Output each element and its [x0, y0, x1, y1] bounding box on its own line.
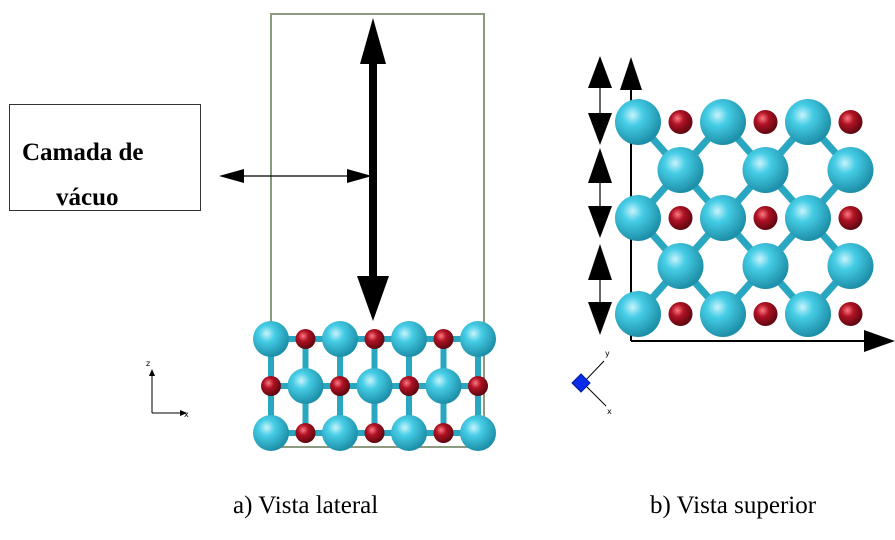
large-atom	[785, 99, 831, 145]
unit-cell-border	[270, 13, 485, 448]
small-atom	[433, 329, 454, 349]
small-atom	[468, 376, 488, 396]
vacuum-layer-label-box: Camada de vácuo	[9, 104, 201, 211]
small-atom	[295, 423, 316, 443]
large-atom	[391, 321, 427, 357]
top-axis-indicator: y x	[571, 349, 612, 416]
large-atom	[460, 321, 496, 357]
large-atom	[657, 147, 704, 193]
small-atom	[838, 110, 863, 134]
small-atom	[399, 376, 419, 396]
large-atom	[615, 291, 661, 337]
vacuum-label-line2: vácuo	[56, 184, 119, 211]
large-atom	[827, 147, 874, 193]
caption-top-view: b) Vista superior	[650, 492, 817, 519]
large-atom	[785, 291, 831, 337]
small-atom	[295, 329, 316, 349]
small-atom	[668, 110, 693, 134]
small-atom	[838, 302, 863, 326]
vacuum-double-arrow	[219, 169, 372, 183]
large-atom	[615, 99, 661, 145]
axis-z-label: z	[146, 359, 150, 368]
small-atom	[261, 376, 281, 396]
axis-x-label-top: x	[607, 407, 612, 416]
axis-y-label: y	[605, 349, 610, 358]
large-atom	[615, 195, 661, 241]
small-atom	[668, 302, 693, 326]
side-view-atoms	[253, 321, 496, 451]
large-atom	[356, 368, 393, 404]
large-atom	[700, 99, 746, 145]
small-atom	[433, 423, 454, 443]
large-atom	[425, 368, 462, 404]
small-atom	[364, 423, 385, 443]
large-atom	[391, 415, 427, 451]
axis-x-label: x	[184, 410, 189, 419]
large-atom	[657, 243, 704, 289]
top-view-atoms	[615, 99, 874, 337]
small-atom	[668, 206, 693, 230]
large-atom	[742, 243, 789, 289]
large-atom	[785, 195, 831, 241]
large-atom	[742, 147, 789, 193]
small-atom	[753, 302, 778, 326]
large-atom	[253, 415, 289, 451]
large-atom	[322, 415, 358, 451]
vacuum-label-line1: Camada de	[22, 139, 144, 166]
small-atom	[330, 376, 350, 396]
large-atom	[253, 321, 289, 357]
small-atom	[364, 329, 385, 349]
large-atom	[460, 415, 496, 451]
small-atom	[838, 206, 863, 230]
large-atom	[700, 195, 746, 241]
side-axis-indicator: z x	[146, 359, 189, 419]
caption-side-view: a) Vista lateral	[233, 492, 379, 519]
large-atom	[322, 321, 358, 357]
large-atom	[827, 243, 874, 289]
large-atom	[287, 368, 324, 404]
top-view-spacing-arrows	[588, 56, 612, 335]
small-atom	[753, 206, 778, 230]
large-atom	[700, 291, 746, 337]
small-atom	[753, 110, 778, 134]
vacuum-height-arrow	[357, 18, 389, 321]
